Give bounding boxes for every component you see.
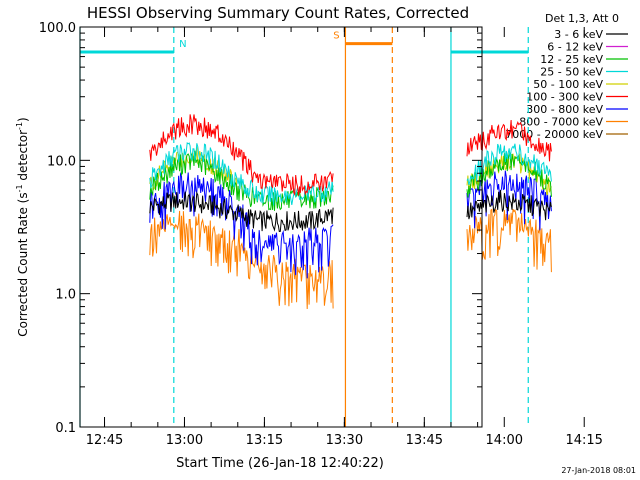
series-trace — [466, 208, 552, 273]
series-trace — [149, 210, 334, 310]
x-tick-label: 14:15 — [565, 433, 602, 448]
sun-region-markers: NS — [79, 27, 529, 427]
series-layer — [149, 114, 552, 310]
x-tick-label: 13:15 — [246, 433, 283, 448]
y-label-sup1: -1 — [15, 184, 24, 192]
chart-title: HESSI Observing Summary Count Rates, Cor… — [87, 4, 469, 22]
y-tick-label: 100.0 — [39, 21, 76, 36]
y-tick-label: 10.0 — [47, 154, 76, 169]
x-tick-label: 13:45 — [406, 433, 443, 448]
axis-ticks: 100.0 10.0 1.0 0.1 12:45 13:00 13:15 13:30 13:45… — [39, 21, 603, 448]
x-tick-label: 13:00 — [166, 433, 203, 448]
series-trace — [149, 142, 334, 206]
series-trace — [466, 190, 552, 221]
legend-label: 25 - 50 keV — [540, 66, 603, 79]
series-trace — [149, 172, 334, 279]
legend-label: 6 - 12 keV — [547, 41, 603, 54]
footer-timestamp: 27-Jan-2018 08:01 — [561, 466, 636, 475]
legend-label: 12 - 25 keV — [540, 53, 603, 66]
legend-label: 100 - 300 keV — [526, 91, 603, 104]
legend-header: Det 1,3, Att 0 — [545, 12, 619, 25]
legend-label: 7000 - 20000 keV — [505, 128, 603, 141]
series-trace — [149, 191, 334, 233]
series-trace — [466, 143, 552, 186]
series-trace — [149, 114, 334, 197]
legend-label: 3 - 6 keV — [554, 28, 603, 41]
legend-label: 800 - 7000 keV — [519, 116, 603, 129]
legend-label: 50 - 100 keV — [533, 78, 603, 91]
x-tick-label: 13:30 — [326, 433, 363, 448]
y-axis-label: Corrected Count Rate (s-1 detector-1) — [15, 117, 30, 336]
y-tick-label: 0.1 — [55, 421, 76, 436]
y-tick-label: 1.0 — [55, 288, 76, 303]
x-axis-label: Start Time (26-Jan-18 12:40:22) — [176, 456, 384, 471]
y-label-part3: ) — [16, 117, 30, 122]
y-label-part2: detector — [16, 130, 30, 185]
x-tick-label: 14:00 — [486, 433, 523, 448]
series-trace — [466, 119, 552, 162]
legend-label: 300 - 800 keV — [526, 103, 603, 116]
marker-label: N — [179, 39, 186, 50]
y-label-part1: Corrected Count Rate (s — [16, 192, 30, 336]
marker-label: S — [333, 31, 339, 42]
plot-frame — [79, 26, 483, 428]
y-label-sup2: -1 — [15, 122, 24, 130]
x-tick-label: 12:45 — [86, 433, 123, 448]
